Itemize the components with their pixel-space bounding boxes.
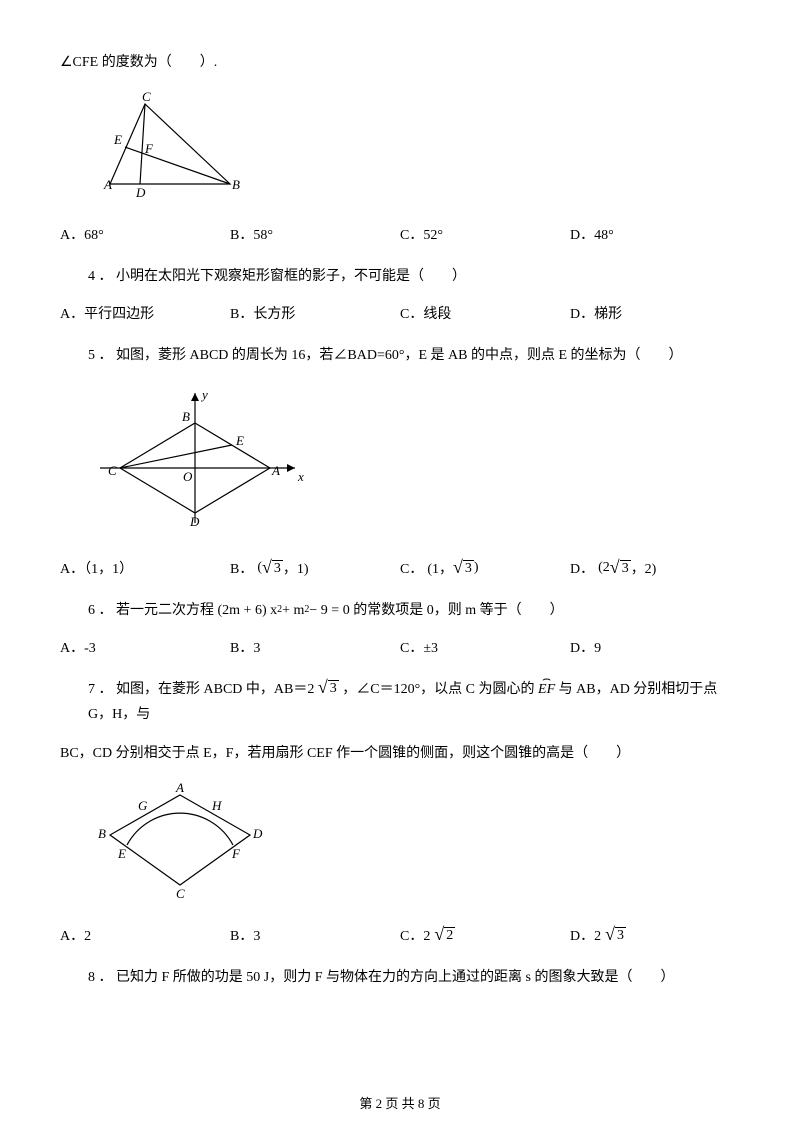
- q3-continuation: ∠CFE 的度数为（ ）.: [60, 50, 740, 75]
- q5-opt-c: C． (1， √3 ): [400, 558, 570, 578]
- q3-opt-b: B．58°: [230, 224, 400, 244]
- svg-text:B: B: [98, 826, 106, 841]
- q7-opt-c: C．2 √2: [400, 925, 570, 945]
- q4-opt-a: A．平行四边形: [60, 303, 230, 323]
- q3-opt-d: D．48°: [570, 224, 740, 244]
- q5-opt-b: B． ( √3 ，1): [230, 558, 400, 578]
- svg-text:E: E: [113, 132, 122, 147]
- svg-text:H: H: [211, 798, 222, 813]
- q7-diagram: A B C D E F G H: [90, 780, 740, 905]
- q5d-prefix: D．: [570, 558, 594, 578]
- exam-page: ∠CFE 的度数为（ ）. A B C D E F A．68° B．58° C．…: [0, 0, 800, 1132]
- q5b-prefix: B．: [230, 558, 253, 578]
- q6-text: 6 ． 若一元二次方程 (2m + 6) x2 + m2 − 9 = 0 的常数…: [60, 598, 740, 623]
- svg-text:C: C: [142, 89, 151, 104]
- q5-text: 5 ． 如图，菱形 ABCD 的周长为 16，若∠BAD=60°，E 是 AB …: [60, 343, 740, 368]
- q6-opt-d: D．9: [570, 637, 740, 657]
- svg-text:F: F: [144, 141, 154, 156]
- q6-options: A．-3 B．3 C．±3 D．9: [60, 637, 740, 657]
- q4-opt-b: B．长方形: [230, 303, 400, 323]
- q7-options: A．2 B．3 C．2 √2 D．2 √3: [60, 925, 740, 945]
- q7-opt-a: A．2: [60, 925, 230, 945]
- q8-text: 8 ． 已知力 F 所做的功是 50 J，则力 F 与物体在力的方向上通过的距离…: [60, 965, 740, 990]
- svg-text:O: O: [183, 469, 193, 484]
- q7-text-line1: 7 ． 如图，在菱形 ABCD 中，AB＝2 √3 ，∠C＝120°，以点 C …: [60, 677, 740, 727]
- q7-opt-d: D．2 √3: [570, 925, 740, 945]
- svg-text:A: A: [175, 780, 184, 795]
- q7-text-line2: BC，CD 分别相交于点 E，F，若用扇形 CEF 作一个圆锥的侧面，则这个圆锥…: [60, 741, 740, 766]
- q7-opt-b: B．3: [230, 925, 400, 945]
- q4-opt-c: C．线段: [400, 303, 570, 323]
- svg-text:G: G: [138, 798, 148, 813]
- q3-options: A．68° B．58° C．52° D．48°: [60, 224, 740, 244]
- q4-opt-d: D．梯形: [570, 303, 740, 323]
- q7-arc-ef: EF: [538, 677, 555, 702]
- q4-options: A．平行四边形 B．长方形 C．线段 D．梯形: [60, 303, 740, 323]
- svg-text:D: D: [252, 826, 263, 841]
- svg-text:D: D: [189, 514, 200, 529]
- page-footer: 第 2 页 共 8 页: [0, 1093, 800, 1112]
- q4-text: 4 ． 小明在太阳光下观察矩形窗框的影子，不可能是（ ）: [60, 264, 740, 289]
- svg-text:C: C: [176, 886, 185, 900]
- svg-text:B: B: [182, 409, 190, 424]
- q6-opt-a: A．-3: [60, 637, 230, 657]
- q3-diagram: A B C D E F: [90, 89, 740, 204]
- svg-text:E: E: [117, 846, 126, 861]
- q5-opt-a: A．（1，1）: [60, 558, 230, 578]
- svg-text:C: C: [108, 463, 117, 478]
- q3-opt-a: A．68°: [60, 224, 230, 244]
- q5c-prefix: C．: [400, 558, 423, 578]
- svg-text:x: x: [297, 469, 304, 484]
- svg-text:A: A: [271, 463, 280, 478]
- svg-text:E: E: [235, 433, 244, 448]
- svg-text:A: A: [103, 177, 112, 192]
- svg-text:B: B: [232, 177, 240, 192]
- q5-options: A．（1，1） B． ( √3 ，1) C． (1， √3 ) D． (2 √3…: [60, 558, 740, 578]
- q6-opt-b: B．3: [230, 637, 400, 657]
- svg-text:D: D: [135, 185, 146, 199]
- q5-diagram: A B C D E O x y: [90, 383, 740, 538]
- q6-opt-c: C．±3: [400, 637, 570, 657]
- svg-text:F: F: [231, 846, 241, 861]
- q7-sqrt1: √3: [318, 678, 339, 698]
- q6-equation: (2m + 6) x2 + m2 − 9 = 0: [218, 598, 350, 623]
- q5-opt-d: D． (2 √3 ，2): [570, 558, 740, 578]
- svg-text:y: y: [200, 387, 208, 402]
- q3-opt-c: C．52°: [400, 224, 570, 244]
